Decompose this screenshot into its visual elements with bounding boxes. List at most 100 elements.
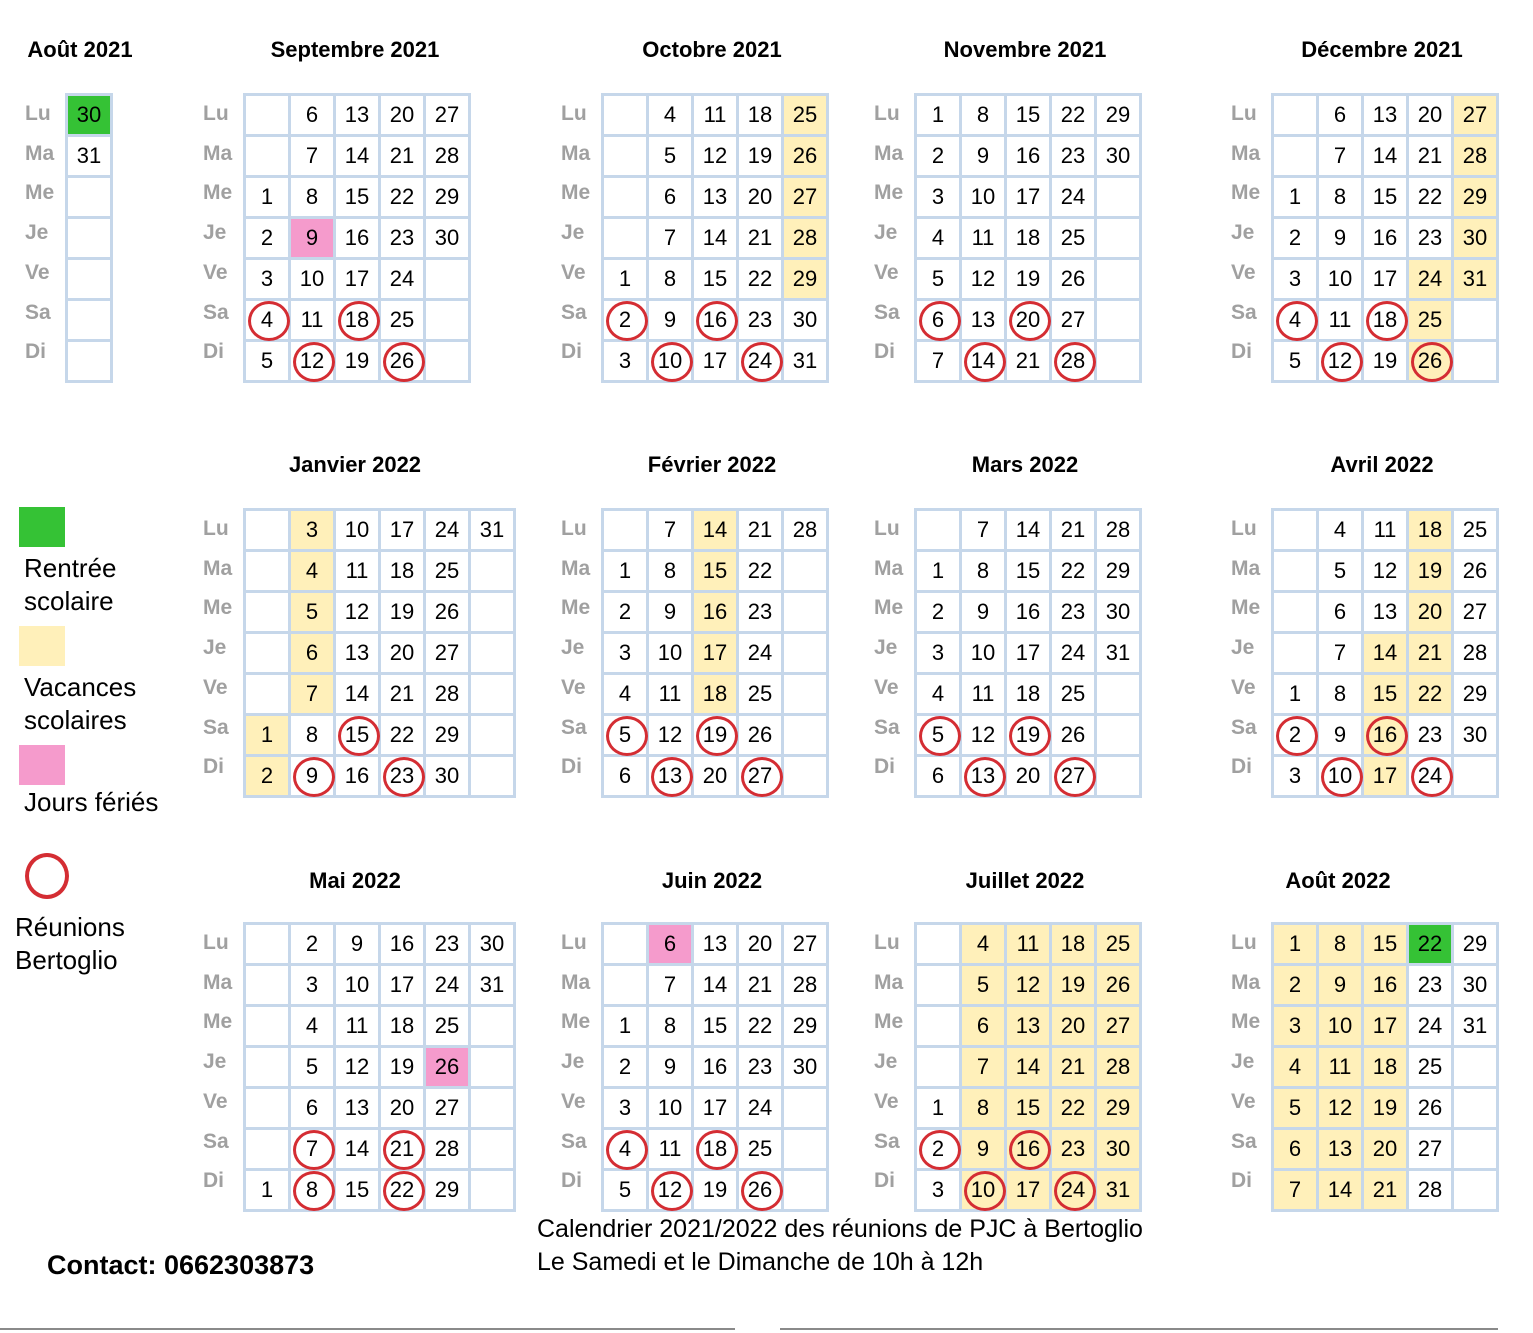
- day-cell: 7: [288, 672, 336, 716]
- day-number: 21: [1060, 517, 1086, 542]
- week-day-row: 5 12 19 26: [243, 339, 471, 383]
- day-cell: 11: [333, 549, 381, 593]
- empty-cell: [1094, 672, 1142, 716]
- empty-cell: [601, 963, 649, 1007]
- day-cell: 2: [914, 1127, 962, 1171]
- day-number: 17: [1015, 640, 1041, 665]
- reunion-ring-icon: [606, 301, 648, 341]
- day-cell: 28: [1094, 508, 1142, 552]
- day-cell: 8: [646, 549, 694, 593]
- day-number: 4: [663, 102, 677, 127]
- day-cell: 21: [1049, 1045, 1097, 1089]
- day-cell: 24: [1049, 175, 1097, 219]
- day-label-je: Je: [874, 1050, 898, 1074]
- day-number: 17: [1015, 1177, 1041, 1202]
- day-number: 30: [1462, 722, 1488, 747]
- reunion-ring-icon: [919, 1130, 961, 1170]
- day-label-lu: Lu: [874, 931, 900, 954]
- empty-cell: [468, 1045, 516, 1089]
- day-cell: 25: [423, 1004, 471, 1048]
- day-label-sa: Sa: [1231, 300, 1257, 324]
- day-cell: 20: [1004, 754, 1052, 798]
- day-cell: 6: [914, 298, 962, 342]
- day-cell: 22: [1406, 672, 1454, 716]
- day-cell: 28: [423, 134, 471, 178]
- empty-cell: [1451, 1168, 1499, 1212]
- day-number: 29: [1105, 102, 1131, 127]
- day-label-di: Di: [561, 340, 582, 364]
- day-cell: 5: [288, 590, 336, 634]
- day-cell: 12: [1004, 963, 1052, 1007]
- day-cell: 27: [1406, 1127, 1454, 1171]
- day-number: 7: [305, 681, 319, 706]
- week-day-row: 2 9 16 23 30: [914, 590, 1142, 634]
- day-cell: 16: [1361, 216, 1409, 260]
- day-number: 31: [479, 972, 505, 997]
- day-label-je: Je: [874, 636, 898, 660]
- empty-cell: [243, 1004, 291, 1048]
- day-cell: 26: [1451, 549, 1499, 593]
- day-number: 11: [345, 1013, 369, 1038]
- day-number: 15: [1015, 558, 1041, 583]
- empty-cell: [468, 713, 516, 757]
- day-number: 6: [1333, 599, 1347, 624]
- empty-cell: [1094, 257, 1142, 301]
- day-cell: 19: [1004, 713, 1052, 757]
- day-number: 31: [1105, 1177, 1131, 1202]
- day-number: 5: [1288, 348, 1302, 373]
- day-cell: 14: [333, 672, 381, 716]
- day-label-me: Me: [203, 596, 233, 620]
- day-number: 4: [246, 301, 290, 341]
- empty-cell: [65, 339, 113, 383]
- empty-cell: [65, 298, 113, 342]
- week-day-row: 1 8 15 22 29: [243, 175, 471, 219]
- month-9-grid: 2 9 16 23 30 3 10 17 24 31 4 11 18 25 5 12 19 26 6 13 20 27 7 1…: [243, 922, 516, 1212]
- day-number: 21: [1417, 143, 1443, 168]
- day-number: 6: [1288, 1136, 1302, 1161]
- day-cell: 26: [1094, 963, 1142, 1007]
- day-cell: 12: [959, 257, 1007, 301]
- day-cell: 14: [333, 134, 381, 178]
- day-cell: 9: [1316, 963, 1364, 1007]
- reunion-ring-icon: [1009, 301, 1051, 341]
- day-number: 27: [1417, 1136, 1443, 1161]
- empty-cell: [243, 590, 291, 634]
- month-10-grid: 6 13 20 27 7 14 21 28 1 8 15 22 29 2 9 16 23 30 3 10 17 24 4 11…: [601, 922, 829, 1212]
- day-cell: 12: [288, 339, 336, 383]
- week-day-row: 4 11 18 25: [1271, 508, 1499, 552]
- day-number: 14: [344, 1136, 370, 1161]
- day-cell: 21: [1406, 134, 1454, 178]
- empty-cell: [1094, 216, 1142, 260]
- day-cell: 30: [1451, 963, 1499, 1007]
- day-cell: 15: [1361, 922, 1409, 966]
- month-2-title: Octobre 2021: [642, 37, 782, 62]
- day-cell: 14: [1361, 134, 1409, 178]
- day-label-ve: Ve: [1231, 675, 1256, 699]
- day-cell: 31: [1094, 631, 1142, 675]
- week-day-row: 6 13 20 27: [1271, 93, 1499, 137]
- day-cell: 9: [646, 1045, 694, 1089]
- day-cell: 7: [646, 216, 694, 260]
- reunion-ring-icon: [696, 716, 738, 756]
- day-cell: 8: [1316, 175, 1364, 219]
- day-number: 18: [1417, 517, 1443, 542]
- day-number: 17: [702, 348, 728, 373]
- day-cell: 18: [378, 549, 426, 593]
- day-number: 6: [931, 763, 945, 788]
- day-cell: 19: [378, 590, 426, 634]
- day-cell: 13: [1361, 93, 1409, 137]
- day-cell: 14: [691, 216, 739, 260]
- day-cell: 6: [1316, 93, 1364, 137]
- day-cell: 20: [378, 1086, 426, 1130]
- empty-cell: [781, 549, 829, 593]
- reunion-ring-icon: [383, 757, 425, 797]
- day-cell: 8: [288, 175, 336, 219]
- day-cell: 2: [1271, 216, 1319, 260]
- day-cell: 23: [1406, 963, 1454, 1007]
- week-day-row: 4 11 18 25: [1271, 1045, 1499, 1089]
- day-number: 10: [1327, 266, 1353, 291]
- day-cell: 23: [1049, 590, 1097, 634]
- day-cell: 3: [914, 1168, 962, 1212]
- day-cell: 11: [1361, 508, 1409, 552]
- day-cell: 17: [333, 257, 381, 301]
